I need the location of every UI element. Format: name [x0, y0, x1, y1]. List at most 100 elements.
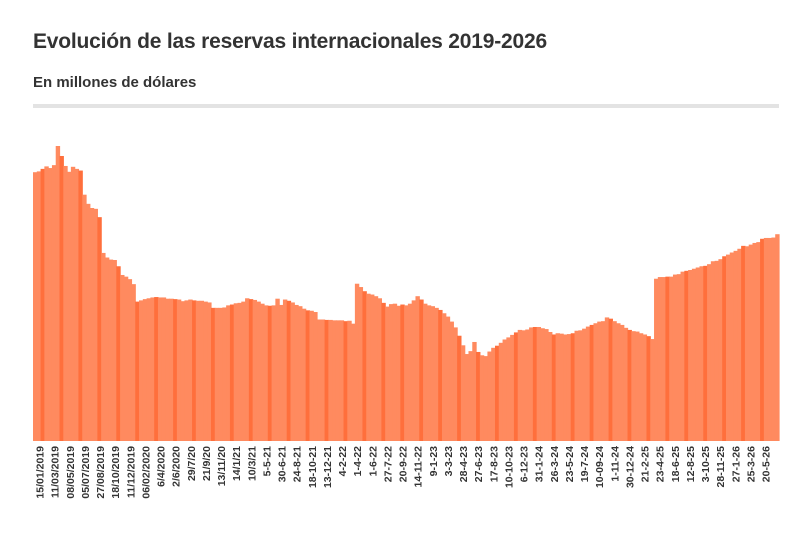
- bar: [40, 168, 45, 441]
- bar: [665, 276, 670, 441]
- bar: [396, 305, 401, 441]
- bar: [502, 339, 507, 441]
- bar: [767, 237, 773, 441]
- bar: [298, 306, 303, 441]
- bar: [627, 329, 632, 441]
- bar: [491, 347, 496, 441]
- bar: [434, 307, 439, 441]
- bar: [407, 303, 413, 441]
- bar: [184, 300, 189, 441]
- x-tick-label: 21/9/20: [201, 446, 213, 481]
- bar: [426, 305, 432, 441]
- bar: [733, 250, 738, 441]
- x-tick-label: 10-09-24: [594, 446, 606, 488]
- x-tick-label: 23-4-25: [655, 446, 667, 482]
- bar: [263, 305, 269, 441]
- bar: [619, 324, 625, 441]
- bar: [207, 302, 212, 441]
- bar: [135, 301, 140, 441]
- x-tick-label: 29/7/20: [186, 446, 198, 481]
- bar: [48, 168, 53, 442]
- bar: [101, 252, 106, 441]
- bar: [55, 146, 61, 441]
- bar: [70, 166, 76, 442]
- bar: [388, 304, 394, 441]
- x-tick-label: 10/3/21: [246, 446, 258, 481]
- bar: [521, 330, 526, 441]
- bar: [44, 166, 49, 441]
- bar: [131, 284, 136, 441]
- bar: [582, 328, 587, 441]
- x-tick-label: 23-5-24: [564, 446, 576, 482]
- x-axis-tick-labels: 15/01/2019 11/03/2019 08/05/2019 05/07/2019…: [35, 446, 773, 499]
- bar: [146, 298, 151, 441]
- bar: [252, 299, 258, 441]
- x-tick-label: 21-2-25: [640, 446, 652, 482]
- bar: [245, 298, 250, 441]
- bar: [548, 331, 553, 441]
- bar: [275, 298, 280, 441]
- bar: [423, 303, 428, 441]
- bar: [36, 171, 42, 441]
- bar: [498, 342, 504, 441]
- x-tick-label: 14-11-22: [413, 446, 425, 488]
- bar: [623, 327, 629, 441]
- bar: [453, 327, 458, 441]
- x-tick-label: 18-6-25: [670, 446, 682, 482]
- x-tick-label: 31-1-24: [534, 446, 546, 482]
- x-tick-label: 9-1-23: [428, 446, 440, 477]
- bar: [286, 300, 292, 441]
- chart-subtitle: En millones de dólares: [33, 74, 197, 91]
- bar: [89, 208, 95, 441]
- bar: [305, 310, 311, 441]
- x-tick-label: 6-12-23: [519, 446, 531, 482]
- x-tick-label: 13-12-21: [322, 446, 334, 488]
- bar: [441, 313, 447, 441]
- bar: [691, 268, 697, 441]
- bar: [214, 307, 220, 441]
- x-tick-label: 11/12/2019: [125, 446, 137, 498]
- bar: [464, 354, 470, 441]
- x-tick-label: 6/4/2020: [156, 446, 168, 487]
- bar: [332, 320, 337, 441]
- x-tick-label: 19-7-24: [579, 446, 591, 482]
- bar: [468, 351, 473, 441]
- bar: [267, 305, 273, 441]
- x-tick-label: 1-4-22: [352, 446, 364, 477]
- bar: [97, 217, 102, 441]
- bar: [415, 296, 420, 441]
- x-tick-label: 18-10-21: [307, 446, 319, 488]
- bar: [67, 171, 72, 442]
- bar: [377, 298, 382, 441]
- x-tick-label: 17-8-23: [488, 446, 500, 482]
- bar: [154, 297, 159, 441]
- bar: [566, 334, 572, 441]
- bar: [775, 234, 780, 441]
- bar: [551, 334, 557, 441]
- bar: [93, 208, 98, 441]
- bar: [328, 319, 333, 441]
- bar: [165, 298, 170, 441]
- bar: [669, 276, 674, 441]
- bar: [707, 264, 712, 441]
- bar: [449, 321, 454, 441]
- bar: [358, 287, 364, 441]
- bar: [710, 261, 716, 441]
- bar: [320, 319, 326, 441]
- bar: [347, 320, 352, 441]
- bar: [108, 259, 114, 441]
- bar: [381, 302, 386, 441]
- bar: [672, 274, 678, 441]
- bar: [529, 327, 534, 441]
- bar: [271, 305, 276, 441]
- bar: [763, 237, 769, 441]
- bar: [33, 172, 38, 441]
- bar: [127, 279, 133, 441]
- bar: [290, 302, 295, 441]
- bar: [536, 326, 542, 441]
- bar: [472, 341, 477, 441]
- bar: [631, 331, 636, 441]
- bar: [339, 320, 345, 441]
- bar: [729, 252, 735, 441]
